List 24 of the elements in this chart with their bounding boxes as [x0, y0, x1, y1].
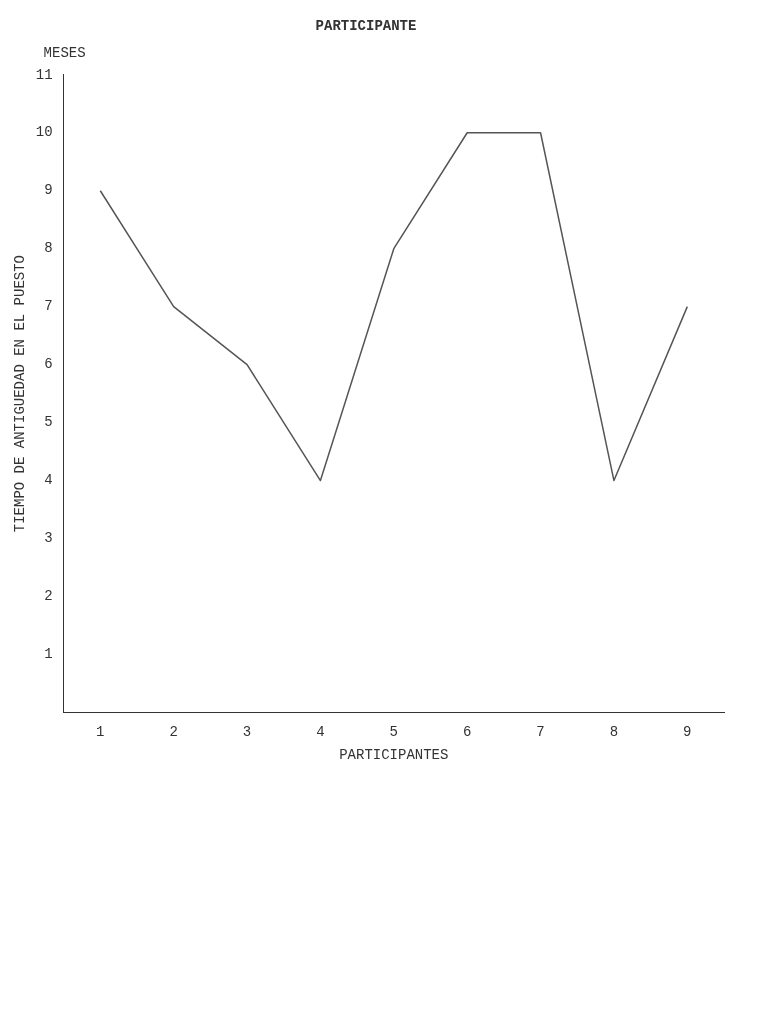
y-tick-label: 1 — [44, 646, 53, 663]
text: MESES — [43, 44, 86, 61]
x-tick-label: 8 — [609, 723, 619, 740]
y-tick-label: 3 — [44, 530, 53, 547]
y-tick-label: 10 — [35, 124, 53, 141]
x-tick-label: 9 — [683, 723, 692, 740]
y-tick-label: 11 — [35, 66, 53, 83]
y-tick-label: 5 — [44, 414, 53, 431]
x-axis-title: PARTICIPANTES — [339, 747, 449, 764]
y-tick-label: 4 — [44, 472, 53, 489]
x-tick-label: 3 — [242, 723, 252, 740]
y-tick-label: 9 — [44, 182, 53, 199]
x-tick-label: 2 — [169, 723, 178, 740]
x-tick-label: 1 — [96, 723, 105, 740]
y-tick-label: 7 — [44, 298, 53, 315]
x-tick-label: 4 — [316, 723, 325, 740]
y-tick-label: 2 — [44, 588, 53, 605]
y-axis-title: TIEMPO DE ANTIGUEDAD EN EL PUESTO — [12, 254, 29, 533]
y-tick-label: 8 — [44, 240, 53, 257]
x-tick-label: 7 — [536, 723, 545, 740]
x-tick-label: 5 — [389, 723, 398, 740]
x-tick-label: 6 — [462, 723, 472, 740]
y-tick-label: 6 — [44, 356, 53, 373]
chart-title: PARTICIPANTE — [315, 17, 417, 34]
